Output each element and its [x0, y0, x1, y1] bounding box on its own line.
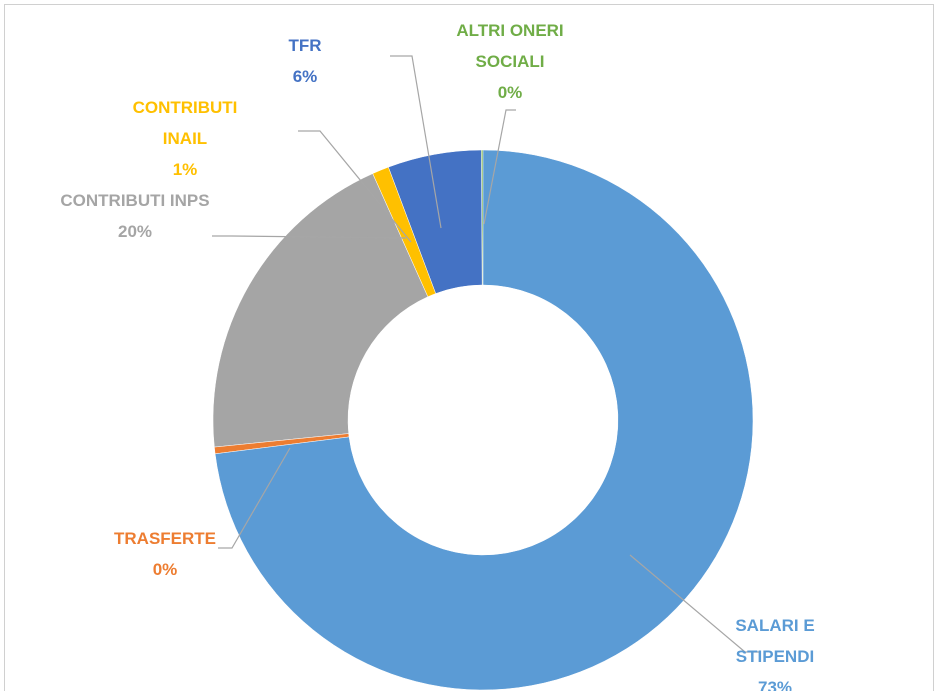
category-label: SALARI E STIPENDI: [735, 616, 815, 666]
data-label: SALARI E STIPENDI 73%: [720, 610, 830, 691]
leader-line: [390, 55, 442, 229]
slice: [372, 166, 436, 298]
leader-line: [298, 130, 412, 243]
data-label: TFR 6%: [245, 30, 365, 92]
chart-border: [4, 4, 934, 691]
value-label: 0%: [152, 560, 178, 579]
value-label: 20%: [117, 222, 153, 241]
value-label: 1%: [172, 160, 198, 179]
leader-line: [218, 447, 291, 549]
category-label: CONTRIBUTI INAIL: [132, 98, 238, 148]
data-label: CONTRIBUTI INAIL 1%: [110, 92, 260, 185]
category-label: TFR: [288, 36, 322, 55]
slice: [212, 173, 429, 448]
leader-line: [483, 109, 516, 225]
category-label: CONTRIBUTI INPS: [60, 191, 210, 210]
value-label: 73%: [757, 678, 793, 691]
data-label: CONTRIBUTI INPS 20%: [60, 185, 210, 247]
leader-line: [212, 235, 407, 239]
data-label: ALTRI ONERI SOCIALI 0%: [440, 15, 580, 108]
slice: [214, 149, 754, 691]
value-label: 0%: [497, 83, 523, 102]
value-label: 6%: [292, 67, 318, 86]
slice: [214, 433, 350, 455]
leader-line: [629, 554, 760, 653]
slice: [388, 149, 483, 294]
category-label: ALTRI ONERI SOCIALI: [456, 21, 564, 71]
category-label: TRASFERTE: [114, 529, 216, 548]
data-label: TRASFERTE 0%: [90, 523, 240, 585]
